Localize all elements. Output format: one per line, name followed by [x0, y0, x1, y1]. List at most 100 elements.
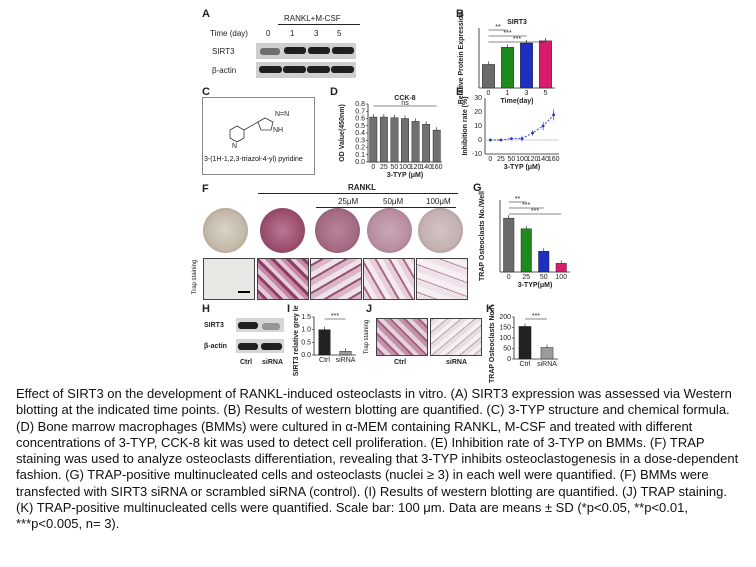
y-tick-label: 0.8	[355, 101, 365, 108]
y-axis-label: Inhibition rate (%)	[462, 96, 469, 155]
micrograph-100	[416, 258, 468, 300]
x-tick-label: 100	[555, 274, 567, 281]
y-tick-label: 200	[499, 314, 511, 321]
panel-a-label: A	[202, 8, 210, 20]
bar	[520, 228, 532, 273]
bar	[432, 129, 441, 163]
micrograph-rankl	[257, 258, 309, 300]
structure-box: N N=N NH 3-(1H-1,2,3-triazol-4-yl) pyrid…	[202, 97, 315, 175]
x-tick-label: Ctrl	[520, 361, 531, 368]
culture-dish-rankl	[260, 208, 305, 253]
svg-text:N=N: N=N	[275, 111, 289, 118]
figure-caption: Effect of SIRT3 on the development of RA…	[16, 386, 739, 532]
culture-dish-50	[367, 208, 412, 253]
blot-band	[331, 66, 354, 73]
y-tick-label: 0.1	[355, 152, 365, 159]
bar	[540, 347, 554, 360]
bar	[555, 263, 567, 273]
x-tick-label: 5	[544, 90, 548, 97]
x-tick-label: 3	[525, 90, 529, 97]
y-tick-label: 0.0	[355, 159, 365, 166]
panel-c-label: C	[202, 86, 210, 98]
blot-a-sirt3-strip	[256, 43, 356, 59]
y-axis-label: OD Value(450nm)	[339, 104, 346, 162]
y-tick-label: 30	[474, 95, 482, 102]
y-tick-label: 0.0	[301, 352, 311, 359]
significance-label: ***	[503, 30, 511, 37]
micrograph-j-ctrl	[376, 318, 428, 356]
x-tick-label: 50	[391, 164, 399, 171]
y-tick-label: 100	[499, 335, 511, 342]
significance-label: ***	[522, 202, 530, 209]
blot-a-row-sirt3: SIRT3	[212, 47, 235, 56]
compound-name: 3-(1H-1,2,3-triazol-4-yl) pyridine	[204, 156, 303, 163]
panel-f-label: F	[202, 183, 209, 195]
bar	[379, 116, 388, 163]
micrograph-j-sirna	[430, 318, 482, 356]
panel-f-header: RANKL	[348, 183, 376, 192]
chart-b: SIRT3 0 1 3 5 Time(day) Relative Protein Expre…	[458, 12, 555, 105]
x-tick-label: Ctrl	[319, 357, 330, 364]
culture-dish-25	[315, 208, 360, 253]
panel-h-label: H	[202, 303, 210, 315]
y-tick-label: 0.5	[355, 123, 365, 130]
blot-band	[283, 66, 306, 73]
x-tick-label: 140	[537, 156, 549, 163]
blot-a-time-5: 5	[337, 29, 342, 38]
panel-d-label: D	[330, 86, 338, 98]
bar	[520, 42, 533, 89]
y-tick-label: 1.0	[301, 327, 311, 334]
blot-a-header: RANKL+M-CSF	[284, 14, 341, 23]
x-tick-label: 25	[497, 156, 505, 163]
y-tick-label: 20	[474, 109, 482, 116]
blot-h-lane-sirna: siRNA	[262, 359, 284, 366]
x-tick-label: 120	[527, 156, 539, 163]
micrograph-25	[310, 258, 362, 300]
blot-h-sirt3-strip	[236, 318, 284, 332]
blot-a-time-3: 3	[314, 29, 319, 38]
x-tick-label: 160	[548, 156, 560, 163]
x-tick-label: 140	[420, 164, 432, 171]
blot-band	[332, 47, 354, 54]
y-tick-label: 0	[507, 356, 511, 363]
bar	[422, 124, 431, 163]
blot-h-row-actin: β-actin	[204, 343, 227, 350]
blot-a-time-1: 1	[290, 29, 295, 38]
y-tick-label: 0.2	[355, 145, 365, 152]
x-tick-label: 160	[431, 164, 443, 171]
y-tick-label: 10	[474, 123, 482, 130]
y-tick-label: 1.5	[301, 314, 311, 321]
blot-a-header-line	[278, 24, 360, 25]
chart-d: CCK-8 0.00.10.20.30.40.50.60.70.8 0 25 50 100…	[339, 95, 443, 179]
x-tick-label: 1	[506, 90, 510, 97]
x-tick-label: 100	[399, 164, 411, 171]
x-tick-label: 100	[516, 156, 528, 163]
dose-100: 100μM	[426, 197, 451, 206]
bar	[369, 116, 378, 163]
significance-label: ***	[331, 313, 339, 320]
x-tick-label: 120	[410, 164, 422, 171]
data-point	[541, 124, 545, 128]
y-tick-label: 0.4	[355, 130, 365, 137]
dose-25: 25μM	[338, 197, 359, 206]
x-axis-label: 3-TYP (μM)	[504, 164, 540, 171]
bar	[401, 118, 409, 163]
blot-h-actin-strip	[236, 339, 284, 353]
y-tick-label: 0.7	[355, 108, 365, 115]
x-tick-label: 50	[540, 274, 548, 281]
x-tick-label: 0	[507, 274, 511, 281]
blot-band	[262, 323, 280, 330]
panel-f-header-line	[258, 193, 458, 194]
significance-label: ***	[513, 36, 521, 43]
panel-e-label: E	[456, 86, 464, 98]
data-point	[488, 138, 492, 142]
bar	[411, 121, 420, 163]
x-tick-label: siRNA	[537, 361, 557, 368]
x-axis-label: 3-TYP (μM)	[387, 172, 423, 179]
data-point	[531, 131, 534, 135]
significance-label: **	[515, 196, 521, 203]
significance-label: ns	[401, 100, 409, 107]
data-point	[510, 137, 513, 140]
